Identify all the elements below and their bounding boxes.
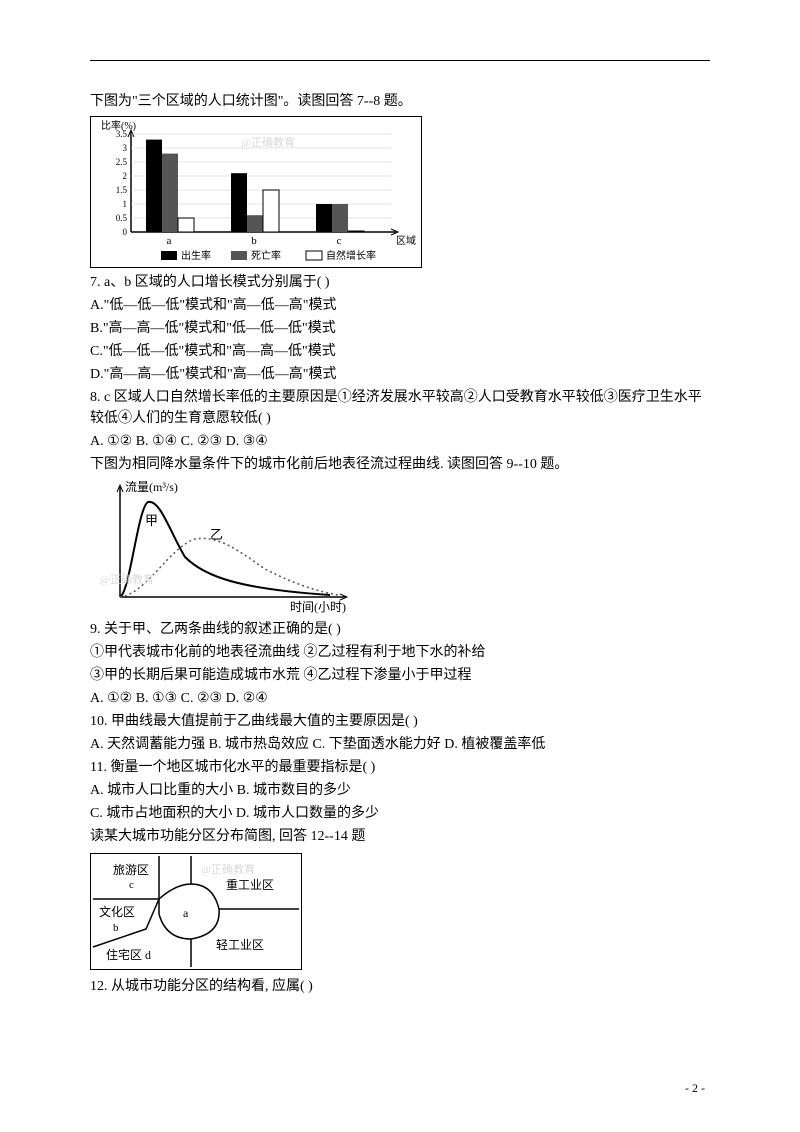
zone-b-sub: b (113, 922, 119, 934)
y-axis-label: 流量(m³/s) (125, 480, 178, 494)
zone-heavy-label: 重工业区 (226, 878, 274, 892)
svg-text:0.5: 0.5 (116, 213, 128, 223)
svg-text:0: 0 (123, 227, 128, 237)
page-number: - 2 - (685, 1079, 705, 1097)
intro-12-14: 读某大城市功能分区分布简图, 回答 12--14 题 (90, 826, 710, 847)
svg-text:3: 3 (123, 143, 128, 153)
population-bar-chart: @正确教育 比率(%) 0 0.5 1 1.5 2 2.5 3 3.5 (90, 116, 422, 268)
q7-opt-a: A."低—低—低"模式和"高—低—高"模式 (90, 295, 710, 316)
label-yi: 乙 (210, 527, 223, 542)
cat-c: c (337, 235, 342, 247)
cat-b: b (251, 235, 257, 247)
q11-line2: C. 城市占地面积的大小 D. 城市人口数量的多少 (90, 803, 710, 824)
q12-stem: 12. 从城市功能分区的结构看, 应属( ) (90, 976, 710, 997)
svg-text:3.5: 3.5 (116, 129, 128, 139)
q7-opt-b: B."高—高—低"模式和"低—低—低"模式 (90, 318, 710, 339)
bar-chart-svg: 比率(%) 0 0.5 1 1.5 2 2.5 3 3.5 a (91, 117, 421, 267)
svg-text:死亡率: 死亡率 (251, 249, 281, 262)
zone-c-label: 旅游区 (113, 863, 149, 877)
q7-opt-d: D."高—高—低"模式和"高—低—高"模式 (90, 364, 710, 385)
zone-c-sub: c (129, 879, 134, 891)
q10-stem: 10. 甲曲线最大值提前于乙曲线最大值的主要原因是( ) (90, 711, 710, 732)
q9-opts: A. ①② B. ①③ C. ②③ D. ②④ (90, 688, 710, 709)
zone-b-label: 文化区 (99, 904, 135, 919)
svg-text:2: 2 (123, 171, 128, 181)
legend: 出生率 死亡率 自然增长率 (161, 249, 376, 262)
zone-a-label: a (183, 906, 189, 920)
q7-stem: 7. a、b 区域的人口增长模式分别属于( ) (90, 272, 710, 293)
svg-text:1: 1 (123, 199, 128, 209)
q9-stem: 9. 关于甲、乙两条曲线的叙述正确的是( ) (90, 619, 710, 640)
svg-text:出生率: 出生率 (181, 249, 211, 262)
top-rule (90, 60, 710, 61)
q8-opts: A. ①② B. ①④ C. ②③ D. ③④ (90, 431, 710, 452)
q11-stem: 11. 衡量一个地区城市化水平的最重要指标是( ) (90, 757, 710, 778)
q7-opt-c: C."低—低—低"模式和"高—高—低"模式 (90, 341, 710, 362)
svg-text:2.5: 2.5 (116, 157, 128, 167)
document-page: 下图为"三个区域的人口统计图"。读图回答 7--8 题。 @正确教育 比率(%)… (0, 0, 800, 1132)
zone-d-label: 住宅区 d (106, 947, 151, 962)
x-axis-label: 区域 (396, 234, 416, 247)
q10-opts: A. 天然调蓄能力强 B. 城市热岛效应 C. 下垫面透水能力好 D. 植被覆盖… (90, 734, 710, 755)
svg-text:1.5: 1.5 (116, 185, 128, 195)
q9-line2: ①甲代表城市化前的地表径流曲线 ②乙过程有利于地下水的补给 (90, 642, 710, 663)
city-zone-diagram: @正确教育 旅游区 c 文化区 b a 重工业区 住宅区 d 轻工业区 (90, 853, 302, 970)
label-jia: 甲 (145, 513, 158, 528)
q9-line3: ③甲的长期后果可能造成城市水荒 ④乙过程下渗量小于甲过程 (90, 665, 710, 686)
svg-text:自然增长率: 自然增长率 (326, 249, 376, 262)
q11-line1: A. 城市人口比重的大小 B. 城市数目的多少 (90, 780, 710, 801)
zone-light-label: 轻工业区 (216, 938, 264, 952)
q8-stem: 8. c 区域人口自然增长率低的主要原因是①经济发展水平较高②人口受教育水平较低… (90, 387, 710, 429)
line-chart-svg: 流量(m³/s) 时间(小时) 甲 乙 (90, 477, 370, 617)
cat-a: a (167, 235, 172, 247)
intro-9-10: 下图为相同降水量条件下的城市化前后地表径流过程曲线. 读图回答 9--10 题。 (90, 454, 710, 475)
runoff-line-chart: @正确教育 流量(m³/s) 时间(小时) 甲 乙 (90, 477, 370, 617)
curve-yi (120, 538, 338, 597)
intro-7-8: 下图为"三个区域的人口统计图"。读图回答 7--8 题。 (90, 91, 710, 112)
x-axis-label: 时间(小时) (290, 600, 346, 614)
zone-diagram-svg: 旅游区 c 文化区 b a 重工业区 住宅区 d 轻工业区 (91, 854, 301, 969)
